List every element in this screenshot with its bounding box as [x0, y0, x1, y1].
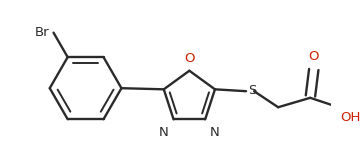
- Text: Br: Br: [35, 26, 50, 39]
- Text: O: O: [184, 52, 195, 65]
- Text: OH: OH: [341, 111, 360, 124]
- Text: O: O: [309, 50, 319, 63]
- Text: S: S: [248, 84, 256, 97]
- Text: N: N: [159, 126, 169, 139]
- Text: N: N: [210, 126, 220, 139]
